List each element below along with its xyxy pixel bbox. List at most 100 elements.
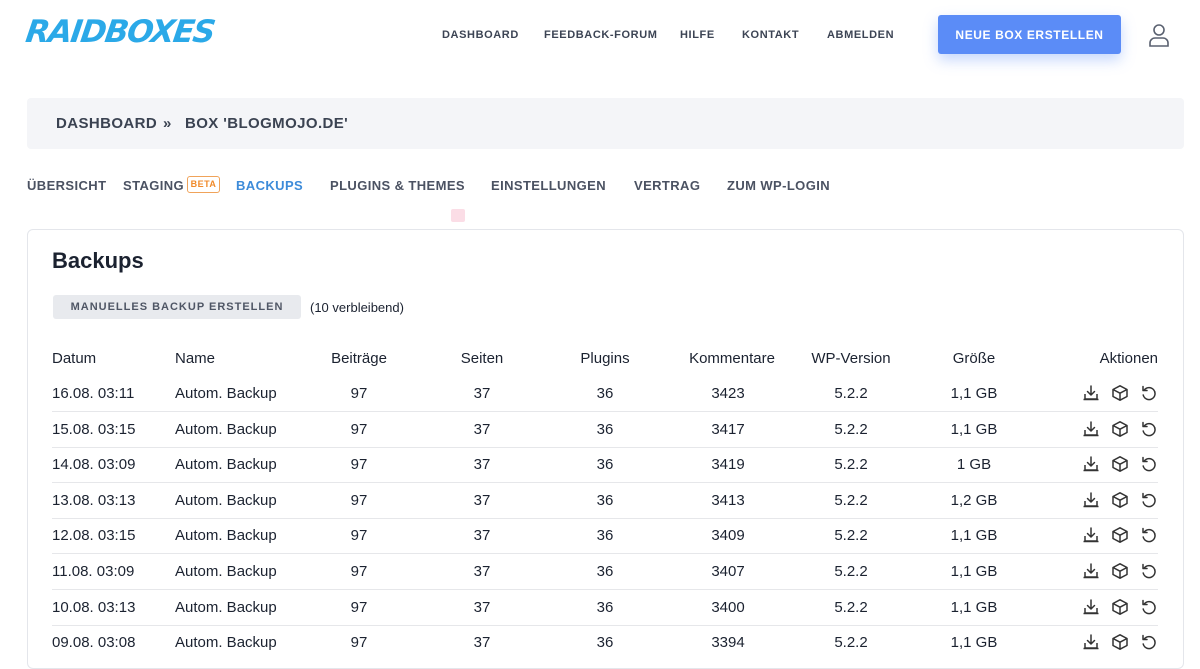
restore-icon[interactable] bbox=[1140, 526, 1158, 544]
box-icon[interactable] bbox=[1111, 526, 1129, 544]
row-actions bbox=[1082, 384, 1160, 404]
cell-kommentare: 3419 bbox=[711, 456, 745, 474]
tab-backups[interactable]: BACKUPS bbox=[236, 178, 304, 193]
cell-seiten: 37 bbox=[473, 634, 491, 652]
cell-name: Autom. Backup bbox=[175, 634, 277, 652]
cell-wp-version: 5.2.2 bbox=[834, 527, 868, 545]
row-divider bbox=[52, 517, 1158, 519]
cell-wp-version: 5.2.2 bbox=[834, 385, 868, 402]
nav-dashboard[interactable]: DASHBOARD bbox=[442, 29, 519, 41]
cell-datum: 09.08. 03:08 bbox=[52, 634, 136, 652]
cell-name: Autom. Backup bbox=[175, 598, 277, 616]
cell-seiten: 37 bbox=[473, 491, 491, 509]
nav-kontakt[interactable]: KONTAKT bbox=[742, 29, 800, 41]
box-tabs: ÜBERSICHT STAGING BACKUPS PLUGINS & THEM… bbox=[0, 170, 1200, 200]
cell-seiten: 37 bbox=[473, 598, 491, 616]
box-icon[interactable] bbox=[1111, 633, 1129, 651]
tab-uebersicht[interactable]: ÜBERSICHT bbox=[27, 178, 107, 193]
beta-badge: BETA bbox=[187, 176, 220, 193]
tab-vertrag[interactable]: VERTRAG bbox=[634, 178, 701, 193]
cell-groesse: 1,1 GB bbox=[950, 598, 998, 616]
restore-icon[interactable] bbox=[1140, 491, 1158, 509]
row-divider bbox=[52, 446, 1158, 448]
download-icon[interactable] bbox=[1082, 455, 1100, 473]
box-icon[interactable] bbox=[1111, 420, 1129, 438]
restore-icon[interactable] bbox=[1140, 598, 1158, 616]
cell-kommentare: 3407 bbox=[711, 563, 745, 580]
column-header-beitraege: Beiträge bbox=[331, 350, 387, 367]
nav-abmelden[interactable]: ABMELDEN bbox=[827, 29, 895, 41]
decorative-marker bbox=[451, 209, 465, 222]
column-header-groesse: Größe bbox=[952, 350, 996, 367]
cell-name: Autom. Backup bbox=[175, 385, 277, 402]
nav-hilfe[interactable]: HILFE bbox=[680, 29, 715, 41]
cell-seiten: 37 bbox=[473, 420, 491, 438]
row-actions bbox=[1082, 455, 1160, 475]
new-box-button[interactable]: NEUE BOX ERSTELLEN bbox=[938, 15, 1121, 54]
cell-seiten: 37 bbox=[473, 456, 491, 474]
cell-datum: 14.08. 03:09 bbox=[52, 456, 136, 474]
tab-staging[interactable]: STAGING bbox=[123, 178, 185, 193]
cell-seiten: 37 bbox=[473, 385, 491, 402]
download-icon[interactable] bbox=[1082, 384, 1100, 402]
breadcrumb: DASHBOARD » BOX 'BLOGMOJO.DE' bbox=[27, 98, 1184, 149]
nav-feedback-forum[interactable]: FEEDBACK-FORUM bbox=[544, 29, 658, 41]
tab-wp-login[interactable]: ZUM WP-LOGIN bbox=[727, 178, 831, 193]
cell-seiten: 37 bbox=[473, 563, 491, 580]
column-header-datum: Datum bbox=[52, 350, 97, 367]
restore-icon[interactable] bbox=[1140, 420, 1158, 438]
breadcrumb-current: BOX 'BLOGMOJO.DE' bbox=[185, 115, 349, 132]
row-divider bbox=[52, 624, 1158, 626]
cell-beitraege: 97 bbox=[350, 527, 368, 545]
cell-beitraege: 97 bbox=[350, 420, 368, 438]
restore-icon[interactable] bbox=[1140, 633, 1158, 651]
box-icon[interactable] bbox=[1111, 455, 1129, 473]
cell-beitraege: 97 bbox=[350, 634, 368, 652]
row-divider bbox=[52, 482, 1158, 484]
cell-name: Autom. Backup bbox=[175, 563, 277, 580]
download-icon[interactable] bbox=[1082, 562, 1100, 580]
column-header-wp-version: WP-Version bbox=[811, 350, 891, 367]
user-icon[interactable] bbox=[1148, 23, 1170, 47]
cell-plugins: 36 bbox=[596, 456, 614, 474]
download-icon[interactable] bbox=[1082, 526, 1100, 544]
restore-icon[interactable] bbox=[1140, 384, 1158, 402]
box-icon[interactable] bbox=[1111, 491, 1129, 509]
cell-plugins: 36 bbox=[596, 634, 614, 652]
breadcrumb-separator: » bbox=[163, 115, 172, 132]
download-icon[interactable] bbox=[1082, 633, 1100, 651]
column-header-plugins: Plugins bbox=[580, 350, 630, 367]
restore-icon[interactable] bbox=[1140, 455, 1158, 473]
download-icon[interactable] bbox=[1082, 598, 1100, 616]
cell-beitraege: 97 bbox=[350, 598, 368, 616]
column-header-name: Name bbox=[175, 350, 216, 367]
restore-icon[interactable] bbox=[1140, 562, 1158, 580]
cell-wp-version: 5.2.2 bbox=[834, 491, 868, 509]
cell-groesse: 1,1 GB bbox=[950, 420, 998, 438]
cell-datum: 10.08. 03:13 bbox=[52, 598, 136, 616]
cell-kommentare: 3409 bbox=[711, 527, 745, 545]
tab-einstellungen[interactable]: EINSTELLUNGEN bbox=[491, 178, 606, 193]
breadcrumb-dashboard[interactable]: DASHBOARD bbox=[56, 115, 158, 132]
cell-datum: 16.08. 03:11 bbox=[52, 385, 135, 402]
column-header-kommentare: Kommentare bbox=[689, 350, 775, 367]
column-header-aktionen: Aktionen bbox=[1099, 350, 1158, 367]
cell-beitraege: 97 bbox=[350, 456, 368, 474]
row-divider bbox=[52, 589, 1158, 590]
row-actions bbox=[1082, 562, 1160, 582]
cell-groesse: 1,1 GB bbox=[950, 634, 998, 652]
cell-kommentare: 3423 bbox=[711, 385, 745, 402]
top-navigation: DASHBOARD FEEDBACK-FORUM HILFE KONTAKT A… bbox=[0, 0, 1200, 70]
row-divider bbox=[52, 553, 1158, 555]
manual-backup-button[interactable]: MANUELLES BACKUP ERSTELLEN bbox=[53, 295, 301, 319]
download-icon[interactable] bbox=[1082, 420, 1100, 438]
remaining-count: (10 verbleibend) bbox=[310, 300, 404, 315]
box-icon[interactable] bbox=[1111, 598, 1129, 616]
cell-groesse: 1,1 GB bbox=[950, 563, 998, 580]
cell-plugins: 36 bbox=[596, 420, 614, 438]
box-icon[interactable] bbox=[1111, 384, 1129, 402]
download-icon[interactable] bbox=[1082, 491, 1100, 509]
tab-plugins-themes[interactable]: PLUGINS & THEMES bbox=[330, 178, 465, 193]
box-icon[interactable] bbox=[1111, 562, 1129, 580]
cell-name: Autom. Backup bbox=[175, 491, 277, 509]
